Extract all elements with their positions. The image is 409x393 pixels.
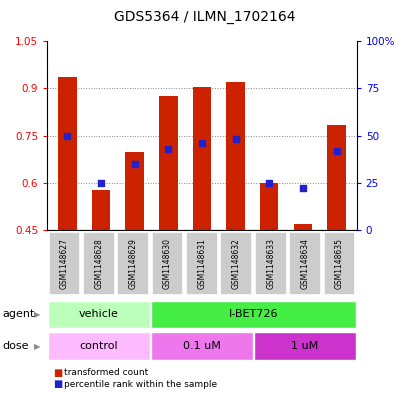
Text: GSM1148632: GSM1148632	[231, 238, 240, 289]
Bar	[117, 232, 148, 296]
Text: control: control	[79, 341, 118, 351]
Point	[232, 136, 238, 143]
Bar	[186, 232, 217, 296]
Text: agent: agent	[2, 309, 34, 319]
Bar	[220, 232, 252, 296]
Text: GSM1148629: GSM1148629	[128, 238, 137, 289]
Point	[198, 140, 205, 146]
Bar	[48, 332, 149, 360]
Text: 0.1 uM: 0.1 uM	[182, 341, 220, 351]
Bar	[159, 96, 177, 230]
Bar	[48, 232, 80, 296]
Point	[131, 161, 137, 167]
Point	[333, 147, 339, 154]
Text: I-BET726: I-BET726	[228, 309, 278, 319]
Bar	[254, 332, 355, 360]
Text: vehicle: vehicle	[79, 309, 118, 319]
Bar	[293, 224, 311, 230]
Text: GSM1148631: GSM1148631	[197, 238, 206, 289]
Text: transformed count: transformed count	[63, 368, 147, 377]
Bar	[151, 232, 183, 296]
Text: ▶: ▶	[34, 310, 40, 319]
Text: ■: ■	[53, 379, 63, 389]
Point	[164, 146, 171, 152]
Text: dose: dose	[2, 341, 29, 351]
Bar	[326, 125, 345, 230]
Text: GSM1148630: GSM1148630	[163, 238, 172, 289]
Point	[299, 185, 306, 191]
Bar	[254, 232, 286, 296]
Bar	[192, 87, 211, 230]
Bar	[151, 301, 355, 328]
Bar	[58, 77, 76, 230]
Bar	[83, 232, 114, 296]
Text: 1 uM: 1 uM	[291, 341, 318, 351]
Point	[97, 180, 104, 186]
Point	[265, 180, 272, 186]
Text: GSM1148634: GSM1148634	[300, 238, 309, 289]
Bar	[92, 190, 110, 230]
Bar	[259, 183, 278, 230]
Text: GSM1148628: GSM1148628	[94, 238, 103, 289]
Bar	[226, 82, 244, 230]
Text: GSM1148627: GSM1148627	[60, 238, 69, 289]
Bar	[289, 232, 320, 296]
Text: percentile rank within the sample: percentile rank within the sample	[63, 380, 216, 389]
Bar	[323, 232, 355, 296]
Text: GSM1148633: GSM1148633	[265, 238, 274, 289]
Text: ▶: ▶	[34, 342, 40, 351]
Text: GSM1148635: GSM1148635	[334, 238, 343, 289]
Bar	[125, 152, 144, 230]
Point	[64, 132, 70, 139]
Text: GDS5364 / ILMN_1702164: GDS5364 / ILMN_1702164	[114, 10, 295, 24]
Text: ■: ■	[53, 367, 63, 378]
Bar	[48, 301, 149, 328]
Bar	[151, 332, 252, 360]
